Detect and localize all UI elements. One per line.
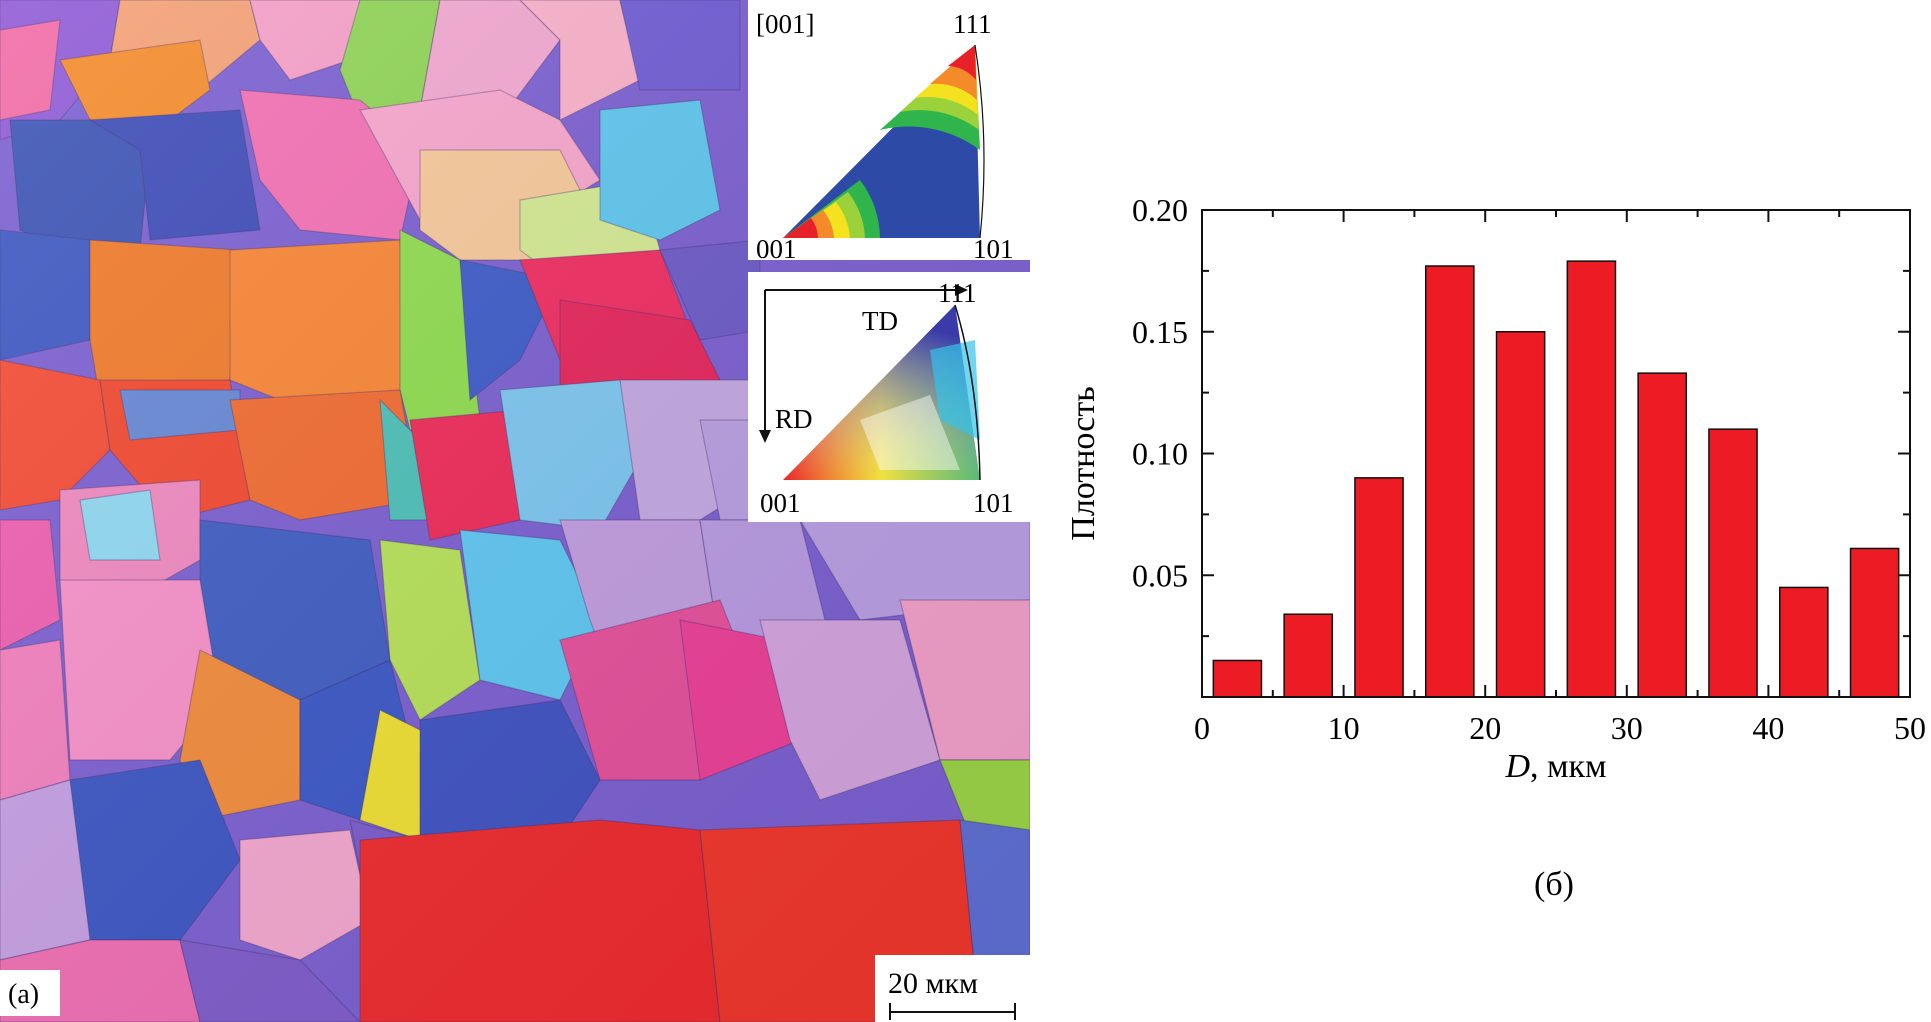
x-tick-labels: 0 10 20 30 40 50 [1194,710,1926,746]
scale-bar-bg [875,955,1030,1022]
histogram-bar [1354,477,1404,698]
histogram-bar [1637,372,1688,698]
x-tick-label: 50 [1894,710,1926,746]
y-tick-label: 0.05 [1132,557,1188,593]
panel-b-label: (б) [1534,866,1574,903]
ipf-key-lower: 111 TD RD 001 101 [748,272,1030,522]
x-axis-label: D, мкм [1504,748,1606,785]
y-tick-labels: 0.05 0.10 0.15 0.20 [1132,192,1188,593]
ipf-lower-rd: RD [775,404,813,434]
histogram-panel: 0 10 20 30 40 50 0.05 0.10 0.15 0.20 Плотность D… [1030,0,1931,1022]
ipf-upper-101: 101 [973,234,1014,264]
y-tick-label: 0.20 [1132,192,1188,228]
panel-a-label: (a) [8,979,39,1010]
histogram-svg: 0 10 20 30 40 50 0.05 0.10 0.15 0.20 Плотность D… [1065,192,1926,903]
scale-bar-label: 20 мкм [888,967,978,1000]
axis-ticks [1201,209,1911,698]
histogram-bar [1566,260,1617,698]
histogram-bar [1212,659,1263,698]
ipf-lower-td: TD [862,306,898,336]
x-axis-label-unit: , мкм [1530,748,1607,785]
histogram-bar [1495,331,1546,698]
ipf-key-upper: [001] 111 001 101 [748,0,1030,264]
ipf-lower-111: 111 [938,278,977,308]
ipf-lower-001: 001 [760,488,801,518]
x-axis-label-symbol: D [1504,748,1530,785]
histogram-bar [1849,547,1900,698]
ebsd-map-svg: [001] 111 001 101 111 TD RD 001 101 (a) [0,0,1030,1022]
ebsd-orientation-map-panel: [001] 111 001 101 111 TD RD 001 101 (a) [0,0,1030,1022]
x-tick-label: 20 [1469,710,1501,746]
panel-a-label-bg [0,970,60,1016]
y-axis-label: Плотность [1065,386,1102,540]
histogram-bar [1424,265,1475,698]
x-tick-label: 10 [1328,710,1360,746]
x-tick-label: 30 [1611,710,1643,746]
ipf-upper-111: 111 [953,9,992,39]
ipf-upper-001: 001 [756,234,797,264]
y-tick-label: 0.10 [1132,436,1188,472]
histogram-bars [1212,260,1900,698]
histogram-bar [1283,613,1334,698]
x-tick-label: 40 [1752,710,1784,746]
histogram-bar [1778,586,1829,698]
histogram-bar [1708,428,1758,698]
y-tick-label: 0.15 [1132,314,1188,350]
ipf-upper-direction: [001] [756,9,814,39]
x-tick-label: 0 [1194,710,1210,746]
ipf-lower-101: 101 [973,488,1014,518]
